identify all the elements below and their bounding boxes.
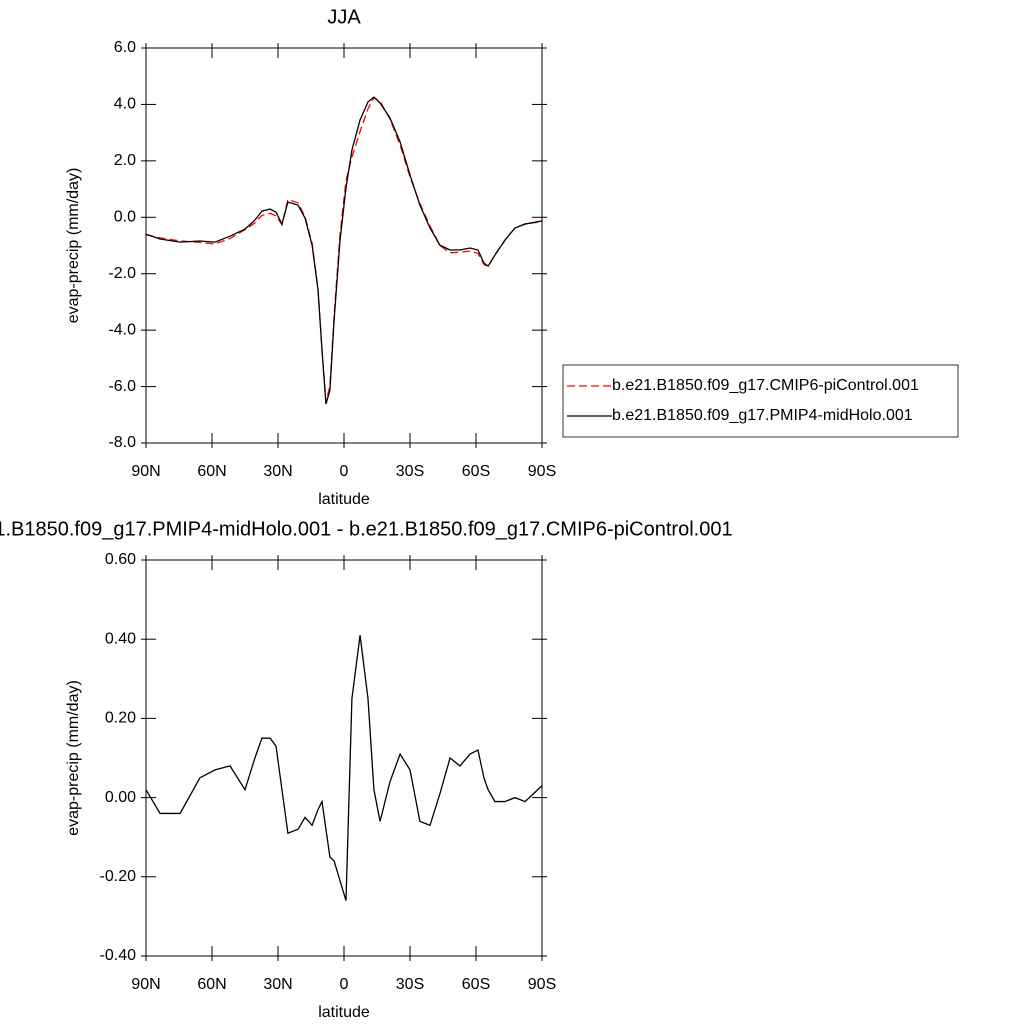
y-tick-label: 0.20: [105, 710, 136, 727]
chart-title: JJA: [327, 6, 361, 28]
y-tick-label: 0.60: [105, 551, 136, 568]
y-axis-label: evap-precip (mm/day): [65, 680, 82, 836]
y-tick-label: 0.0: [114, 209, 136, 226]
x-axis-label: latitude: [318, 491, 370, 508]
chart-title: b.e21.B1850.f09_g17.PMIP4-midHolo.001 - …: [0, 518, 733, 540]
x-tick-label: 60N: [197, 463, 226, 480]
x-tick-label: 60S: [462, 463, 490, 480]
x-tick-label: 90S: [528, 463, 556, 480]
x-tick-label: 30N: [263, 463, 292, 480]
x-tick-label: 0: [340, 463, 349, 480]
x-tick-label: 30S: [396, 976, 424, 993]
plot-frame: [145, 559, 543, 957]
y-tick-label: -2.0: [108, 265, 136, 282]
y-tick-label: -0.20: [100, 868, 137, 885]
x-tick-label: 90N: [131, 463, 160, 480]
x-axis-label: latitude: [318, 1004, 370, 1021]
y-tick-label: 0.00: [105, 789, 136, 806]
y-axis-label: evap-precip (mm/day): [65, 168, 82, 324]
legend-box: [562, 364, 959, 438]
series-line: [145, 96, 543, 405]
x-tick-label: 60N: [197, 976, 226, 993]
x-tick-label: 60S: [462, 976, 490, 993]
legend-label: b.e21.B1850.f09_g17.CMIP6-piControl.001: [612, 377, 919, 394]
plot-frame: [145, 47, 543, 444]
x-tick-label: 30N: [263, 976, 292, 993]
legend-label: b.e21.B1850.f09_g17.PMIP4-midHolo.001: [612, 407, 913, 424]
y-tick-label: 4.0: [114, 96, 136, 113]
x-tick-label: 90S: [528, 976, 556, 993]
y-tick-label: 0.40: [105, 630, 136, 647]
series-line: [145, 96, 543, 402]
y-tick-label: 6.0: [114, 39, 136, 56]
y-tick-label: -8.0: [108, 434, 136, 451]
x-tick-label: 0: [340, 976, 349, 993]
series-line: [145, 635, 543, 901]
y-tick-label: -4.0: [108, 321, 136, 338]
y-tick-label: -0.40: [100, 947, 137, 964]
y-tick-label: -6.0: [108, 378, 136, 395]
x-tick-label: 90N: [131, 976, 160, 993]
y-tick-label: 2.0: [114, 152, 136, 169]
x-tick-label: 30S: [396, 463, 424, 480]
